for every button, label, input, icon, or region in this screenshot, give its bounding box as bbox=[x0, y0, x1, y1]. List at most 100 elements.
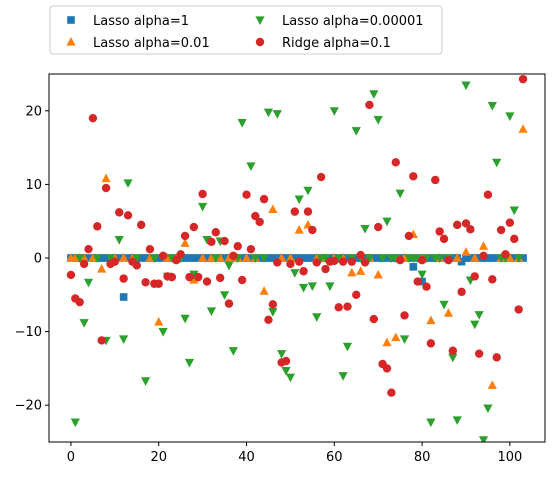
data-point bbox=[285, 373, 296, 383]
data-point bbox=[307, 282, 317, 291]
data-point bbox=[334, 303, 343, 312]
data-point bbox=[286, 259, 295, 269]
x-tick-label: 40 bbox=[238, 450, 255, 465]
data-point bbox=[391, 158, 400, 167]
data-point bbox=[251, 211, 260, 221]
data-point bbox=[299, 254, 308, 262]
data-point bbox=[484, 254, 492, 262]
data-point bbox=[369, 314, 379, 324]
data-point bbox=[202, 277, 212, 286]
data-point bbox=[66, 270, 76, 280]
data-point bbox=[154, 279, 163, 288]
data-point bbox=[154, 254, 163, 262]
legend-item: Lasso alpha=0.00001 bbox=[255, 14, 424, 29]
data-point bbox=[119, 253, 129, 262]
y-axis: −20 −10 0 10 20 bbox=[15, 104, 49, 414]
data-point bbox=[224, 299, 234, 308]
data-point bbox=[382, 217, 392, 227]
data-point bbox=[290, 269, 300, 278]
data-point bbox=[84, 244, 93, 254]
data-point bbox=[92, 254, 102, 263]
data-point bbox=[101, 183, 111, 193]
data-point bbox=[141, 254, 150, 262]
data-point bbox=[97, 264, 107, 273]
data-point bbox=[198, 189, 207, 199]
legend-marker bbox=[67, 16, 75, 24]
data-point bbox=[190, 254, 198, 262]
data-point bbox=[449, 254, 457, 262]
data-point bbox=[264, 315, 273, 325]
data-point bbox=[404, 231, 414, 241]
data-point bbox=[194, 272, 203, 282]
y-tick-label: 10 bbox=[25, 178, 42, 193]
data-point bbox=[202, 236, 212, 245]
legend-label: Ridge alpha=0.1 bbox=[282, 36, 391, 51]
data-point bbox=[242, 190, 251, 199]
legend-marker bbox=[66, 37, 76, 46]
data-point bbox=[320, 254, 331, 263]
series-3 bbox=[66, 74, 528, 397]
data-point bbox=[505, 253, 515, 262]
data-point bbox=[303, 207, 313, 216]
data-point bbox=[241, 253, 252, 262]
data-point bbox=[360, 224, 370, 234]
x-axis: 0 20 40 60 80 100 bbox=[67, 442, 522, 465]
data-point bbox=[97, 254, 106, 262]
data-point bbox=[461, 81, 471, 91]
data-point bbox=[299, 267, 308, 276]
data-point bbox=[229, 251, 238, 260]
data-point bbox=[198, 202, 208, 212]
data-point bbox=[395, 189, 405, 199]
data-point bbox=[409, 172, 418, 181]
data-point bbox=[207, 237, 216, 247]
data-point bbox=[75, 254, 85, 263]
data-point bbox=[185, 272, 194, 282]
data-point bbox=[352, 254, 361, 262]
data-point bbox=[294, 195, 304, 205]
data-point bbox=[101, 173, 111, 183]
data-point bbox=[427, 254, 435, 262]
data-point bbox=[246, 244, 256, 254]
data-point bbox=[194, 254, 203, 262]
data-point bbox=[145, 253, 155, 262]
data-point bbox=[470, 272, 479, 281]
data-point bbox=[308, 225, 317, 235]
data-point bbox=[488, 254, 497, 262]
data-point bbox=[181, 254, 189, 262]
data-point bbox=[114, 236, 124, 245]
data-point bbox=[281, 367, 291, 376]
data-point bbox=[141, 278, 150, 287]
data-point bbox=[474, 311, 484, 320]
data-point bbox=[206, 253, 217, 262]
data-point bbox=[417, 256, 427, 265]
x-tick-label: 20 bbox=[150, 450, 167, 465]
data-point bbox=[431, 175, 440, 185]
data-point bbox=[426, 339, 436, 348]
data-point bbox=[316, 172, 326, 182]
data-point bbox=[167, 272, 177, 282]
data-point bbox=[84, 254, 93, 262]
data-point bbox=[453, 220, 462, 230]
data-point bbox=[510, 254, 519, 262]
data-point bbox=[448, 353, 458, 363]
data-point bbox=[452, 253, 462, 262]
data-point bbox=[478, 241, 489, 250]
data-point bbox=[338, 257, 348, 266]
data-marks bbox=[66, 74, 528, 442]
data-point bbox=[426, 315, 436, 325]
data-point bbox=[137, 254, 145, 262]
data-point bbox=[475, 254, 483, 262]
data-point bbox=[268, 204, 278, 214]
x-tick-label: 100 bbox=[497, 450, 522, 465]
data-point bbox=[110, 257, 120, 266]
data-point bbox=[237, 118, 247, 128]
data-point bbox=[70, 418, 80, 428]
data-point bbox=[483, 404, 493, 414]
data-point bbox=[492, 158, 502, 168]
data-point bbox=[238, 254, 246, 262]
data-point bbox=[501, 250, 510, 259]
data-point bbox=[220, 254, 229, 262]
y-tick-label: 20 bbox=[25, 104, 42, 119]
data-point bbox=[115, 254, 124, 262]
data-point bbox=[158, 251, 168, 260]
